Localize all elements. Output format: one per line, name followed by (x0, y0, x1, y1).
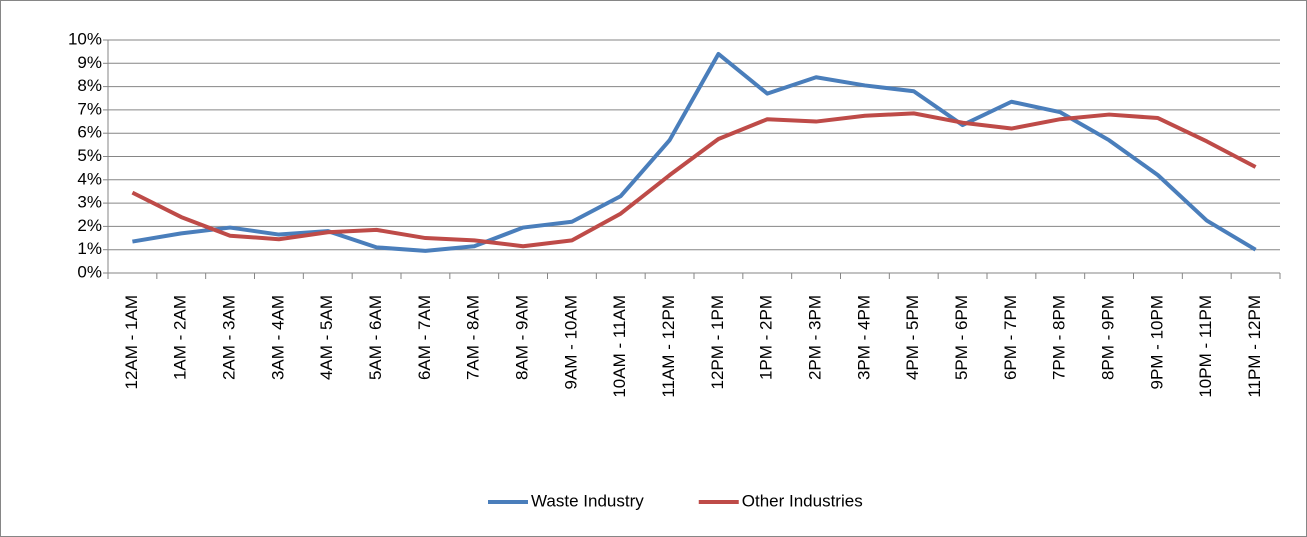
x-tick-label: 6AM - 7AM (415, 295, 434, 380)
x-tick-label: 4AM - 5AM (317, 295, 336, 380)
y-tick-label: 8% (77, 76, 102, 95)
x-tick-label: 3AM - 4AM (268, 295, 287, 380)
x-tick-label: 7PM - 8PM (1050, 295, 1069, 380)
y-tick-label: 0% (77, 262, 102, 281)
y-tick-label: 7% (77, 99, 102, 118)
x-tick-label: 2AM - 3AM (220, 295, 239, 380)
x-tick-label: 10AM - 11AM (610, 295, 629, 398)
x-tick-label: 7AM - 8AM (464, 295, 483, 380)
x-tick-label: 10PM - 11PM (1196, 295, 1215, 398)
x-tick-label: 2PM - 3PM (806, 295, 825, 380)
x-tick-label: 1AM - 2AM (171, 295, 190, 380)
x-tick-label: 1PM - 2PM (757, 295, 776, 380)
x-tick-label: 8AM - 9AM (513, 295, 532, 380)
x-tick-label: 12PM - 1PM (708, 295, 727, 389)
legend-label: Other Industries (742, 491, 863, 510)
x-tick-label: 9PM - 10PM (1147, 295, 1166, 389)
x-tick-label: 11PM - 12PM (1245, 295, 1264, 398)
y-tick-label: 1% (77, 239, 102, 258)
y-tick-label: 3% (77, 193, 102, 212)
y-tick-label: 9% (77, 53, 102, 72)
y-tick-label: 4% (77, 169, 102, 188)
legend-label: Waste Industry (531, 491, 644, 510)
y-tick-label: 10% (68, 29, 102, 48)
x-tick-label: 9AM - 10AM (561, 295, 580, 389)
series-line (131, 111, 1257, 249)
y-tick-label: 2% (77, 216, 102, 235)
y-tick-label: 5% (77, 146, 102, 165)
x-tick-label: 5PM - 6PM (952, 295, 971, 380)
x-tick-label: 11AM - 12PM (659, 295, 678, 398)
x-tick-label: 12AM - 1AM (122, 295, 141, 389)
x-tick-label: 3PM - 4PM (854, 295, 873, 380)
x-tick-label: 4PM - 5PM (903, 295, 922, 380)
y-tick-label: 6% (77, 123, 102, 142)
x-tick-label: 6PM - 7PM (1001, 295, 1020, 380)
x-tick-label: 8PM - 9PM (1099, 295, 1118, 380)
x-tick-label: 5AM - 6AM (366, 295, 385, 380)
